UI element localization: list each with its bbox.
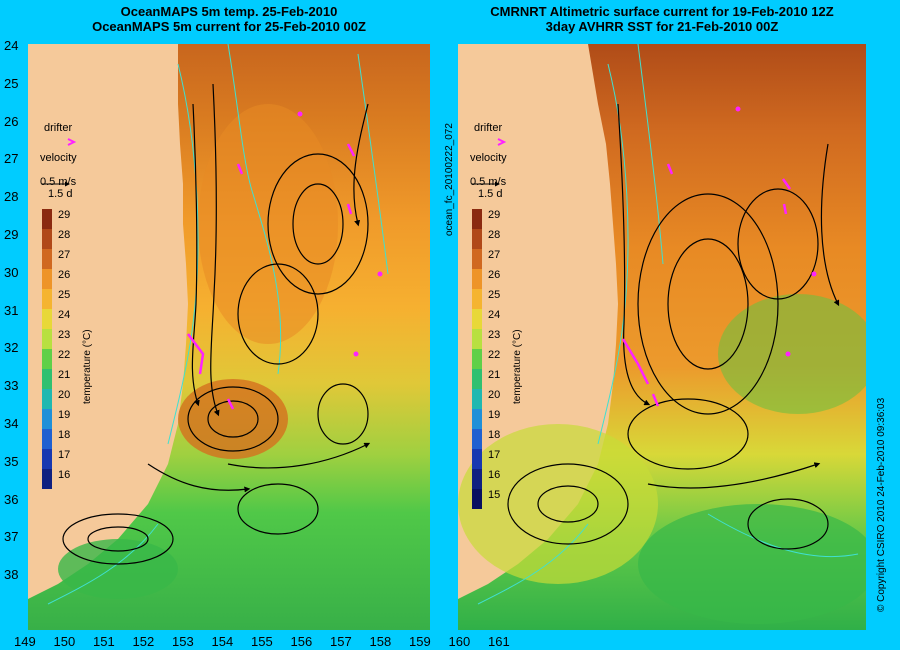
left-title-line2: OceanMAPS 5m current for 25-Feb-2010 00Z — [92, 19, 366, 34]
left-cb-tick-7: 22 — [58, 349, 71, 361]
left-cb-tick-13: 16 — [58, 469, 71, 481]
right-cb-tick-11: 18 — [488, 429, 501, 441]
left-cb-tick-9: 20 — [58, 389, 71, 401]
right-cb-tick-8: 21 — [488, 369, 501, 381]
right-cb-tick-3: 26 — [488, 269, 501, 281]
x-tick-6: 155 — [251, 634, 273, 649]
x-tick-7: 156 — [290, 634, 313, 649]
right-cb-tick-10: 19 — [488, 409, 501, 421]
x-tick-2: 151 — [93, 634, 115, 649]
y-tick-13: 37 — [4, 529, 19, 545]
left-legend-duration: 1.5 d — [48, 188, 73, 200]
right-map-svg — [458, 44, 866, 630]
left-cb-tick-2: 27 — [58, 249, 71, 261]
right-cb-tick-0: 29 — [488, 209, 501, 221]
right-current-streamlines — [507, 103, 840, 550]
y-tick-2: 26 — [4, 113, 19, 129]
y-tick-9: 33 — [4, 378, 19, 394]
left-cb-tick-1: 28 — [58, 229, 71, 241]
y-tick-6: 30 — [4, 264, 19, 280]
x-tick-8: 157 — [330, 634, 352, 649]
y-tick-0: 24 — [4, 38, 19, 53]
copyright-label: © Copyright CSIRO 2010 24-Feb-2010 09:36… — [876, 397, 887, 612]
right-cool-coast — [458, 424, 658, 584]
right-cb-tick-6: 23 — [488, 329, 501, 341]
y-tick-1: 25 — [4, 75, 19, 91]
left-warm-eddy — [178, 379, 288, 459]
y-tick-10: 34 — [4, 416, 19, 431]
left-cb-tick-6: 23 — [58, 329, 71, 341]
right-colorbar-label: temperature (°C) — [512, 329, 523, 404]
x-tick-5: 154 — [211, 634, 234, 649]
right-drifter-legend-icon — [497, 138, 507, 146]
right-legend-drifter: drifter — [474, 122, 503, 134]
y-tick-11: 35 — [4, 453, 19, 469]
right-drifters — [621, 106, 817, 407]
right-panel-title: CMRNRT Altimetric surface current for 19… — [458, 4, 866, 34]
right-green-east — [718, 294, 866, 414]
left-cb-tick-12: 17 — [58, 449, 71, 461]
left-legend-drifter: drifter — [44, 122, 73, 134]
left-cb-tick-0: 29 — [58, 209, 71, 221]
left-cb-tick-4: 25 — [58, 289, 71, 301]
left-cb-tick-11: 18 — [58, 429, 71, 441]
left-drifters — [187, 111, 383, 410]
right-legend-speed: 0.5 m/s — [470, 176, 507, 188]
x-tick-11: 160 — [448, 634, 471, 649]
right-title-line2: 3day AVHRR SST for 21-Feb-2010 00Z — [545, 19, 779, 34]
right-cb-tick-2: 27 — [488, 249, 501, 261]
right-cb-tick-13: 16 — [488, 469, 501, 481]
right-legend-velocity: velocity — [470, 152, 507, 164]
left-cool-eddy — [58, 539, 178, 599]
right-legend-duration: 1.5 d — [478, 188, 503, 200]
right-green-south — [638, 504, 866, 624]
x-tick-12: 161 — [488, 634, 510, 649]
left-cb-tick-10: 19 — [58, 409, 71, 421]
left-colorbar-label: temperature (°C) — [82, 329, 93, 404]
y-tick-5: 29 — [4, 227, 19, 242]
left-title-line1: OceanMAPS 5m temp. 25-Feb-2010 — [120, 4, 338, 19]
left-map-panel: drifter velocity 0.5 m/s 1.5 d 29 28 27 26 2… — [28, 44, 430, 630]
right-cb-tick-9: 20 — [488, 389, 501, 401]
y-tick-4: 28 — [4, 189, 19, 205]
y-tick-12: 36 — [4, 491, 19, 507]
left-panel-title: OceanMAPS 5m temp. 25-Feb-2010 OceanMAPS… — [28, 4, 430, 34]
y-tick-7: 31 — [4, 302, 19, 318]
x-tick-9: 158 — [369, 634, 392, 649]
right-colorbar-swatches — [472, 209, 482, 509]
x-tick-10: 159 — [409, 634, 431, 649]
right-contours — [477, 44, 859, 605]
left-legend-velocity: velocity — [40, 152, 77, 164]
left-cb-tick-5: 24 — [58, 309, 71, 321]
right-cb-tick-4: 25 — [488, 289, 501, 301]
left-cb-tick-3: 26 — [58, 269, 71, 281]
right-map-panel: drifter velocity 0.5 m/s 1.5 d 29 28 27 26 2… — [458, 44, 866, 630]
left-legend-speed: 0.5 m/s — [40, 176, 77, 188]
x-tick-1: 150 — [53, 634, 76, 649]
left-drifter-legend-icon — [67, 138, 77, 146]
y-tick-8: 32 — [4, 340, 19, 356]
left-map-svg — [28, 44, 430, 630]
x-tick-3: 152 — [132, 634, 155, 649]
left-colorbar-swatches — [42, 209, 52, 489]
right-title-line1: CMRNRT Altimetric surface current for 19… — [490, 4, 834, 19]
right-cb-tick-1: 28 — [488, 229, 501, 241]
right-cb-tick-12: 17 — [488, 449, 501, 461]
right-cb-tick-7: 22 — [488, 349, 501, 361]
right-cb-tick-14: 15 — [488, 489, 501, 501]
left-current-streamlines — [62, 83, 371, 565]
product-id-label: ocean_fc_20100222_072 — [444, 123, 455, 236]
y-tick-14: 38 — [4, 567, 19, 583]
x-tick-4: 153 — [172, 634, 194, 649]
x-tick-0: 149 — [14, 634, 36, 649]
right-cb-tick-5: 24 — [488, 309, 501, 321]
right-ocean-region — [458, 44, 866, 630]
y-tick-3: 27 — [4, 151, 19, 167]
left-cb-tick-8: 21 — [58, 369, 71, 381]
